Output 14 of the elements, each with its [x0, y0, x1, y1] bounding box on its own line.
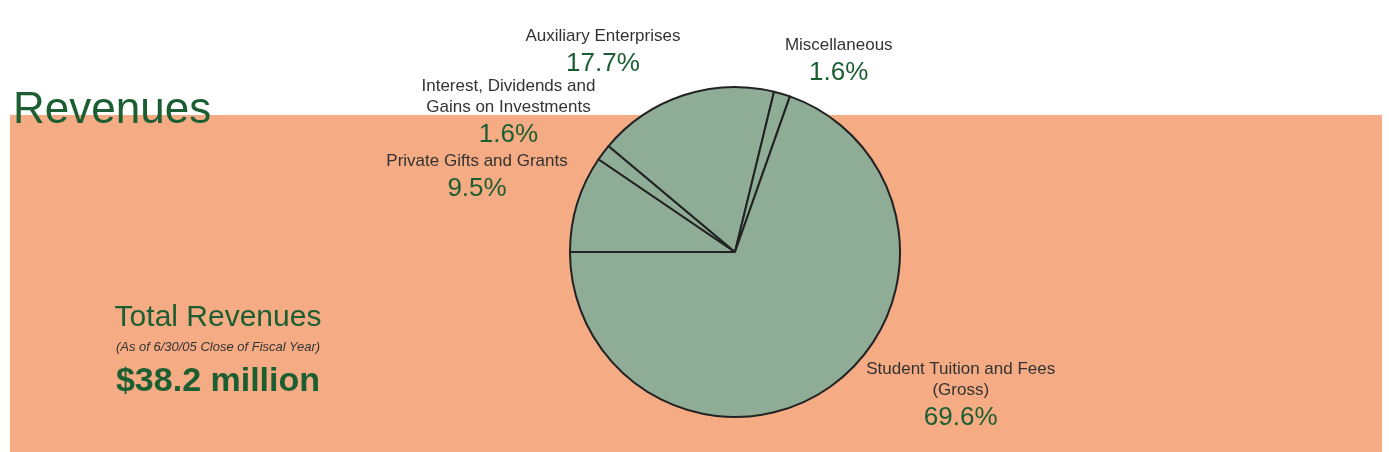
data-label: 17.7% [566, 46, 640, 77]
slice-label: Student Tuition and Fees (Gross) [866, 358, 1056, 399]
data-label: 1.6% [809, 55, 869, 86]
slice-label: Private Gifts and Grants [386, 151, 568, 171]
slice-label: Auxiliary Enterprises [525, 25, 681, 45]
data-label: 9.5% [447, 172, 507, 203]
data-label: 1.6% [478, 117, 539, 148]
text: Revenues [13, 82, 212, 132]
data-label: 69.6% [923, 400, 998, 431]
text: $38.2 million [115, 360, 321, 398]
text: Total Revenues [114, 298, 322, 332]
slice-label: Miscellaneous [784, 34, 893, 54]
text: (As of 6/30/05 Close of Fiscal Year) [115, 339, 321, 354]
slice-label: Interest, Dividends and Gains on Investments [421, 75, 596, 116]
